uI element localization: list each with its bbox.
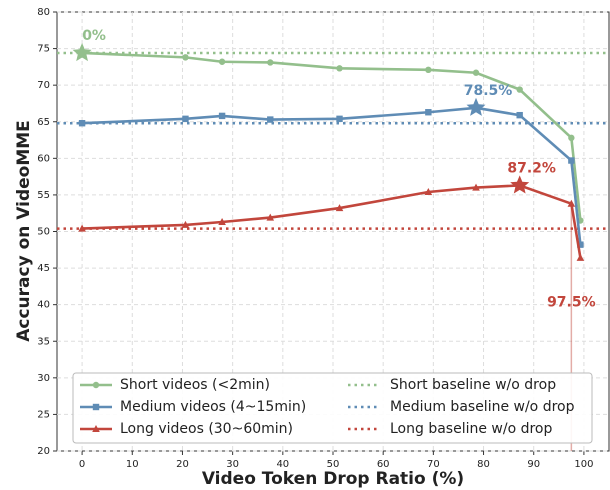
data-point xyxy=(335,204,344,212)
legend-label: Medium videos (4~15min) xyxy=(120,399,306,415)
data-point xyxy=(78,120,86,127)
y-tick-label: 75 xyxy=(37,44,50,55)
data-point xyxy=(516,111,523,119)
y-tick-label: 60 xyxy=(37,153,50,164)
x-tick-label: 0 xyxy=(79,459,85,470)
y-tick-label: 65 xyxy=(37,117,50,128)
data-point xyxy=(218,112,226,120)
data-point xyxy=(472,183,480,191)
data-point xyxy=(182,54,189,61)
data-point xyxy=(567,199,576,207)
legend-marker xyxy=(92,403,100,411)
x-axis-title: Video Token Drop Ratio (%) xyxy=(202,469,464,489)
data-point xyxy=(218,58,226,65)
series-line xyxy=(82,184,582,259)
y-tick-label: 55 xyxy=(37,190,50,201)
annotation: 87.2% xyxy=(507,160,556,176)
y-tick-label: 40 xyxy=(37,300,50,311)
data-point xyxy=(181,220,190,228)
data-point xyxy=(336,65,343,72)
y-tick-label: 50 xyxy=(37,227,50,238)
legend-label: Short baseline w/o drop xyxy=(390,377,556,393)
data-point xyxy=(424,187,433,195)
x-tick-label: 20 xyxy=(176,459,189,470)
annotation: 78.5% xyxy=(464,83,513,99)
y-tick-label: 70 xyxy=(37,80,50,91)
data-point xyxy=(472,69,480,76)
data-point xyxy=(516,86,523,93)
data-point xyxy=(266,213,275,221)
y-tick-label: 20 xyxy=(37,446,50,457)
legend-box xyxy=(72,372,593,444)
annotation: 0% xyxy=(82,28,106,44)
x-tick-label: 30 xyxy=(226,459,239,470)
legend-marker xyxy=(92,381,100,389)
series-line xyxy=(82,106,582,245)
x-tick-label: 90 xyxy=(527,459,540,470)
y-tick-label: 80 xyxy=(37,7,50,18)
highlight-star xyxy=(510,175,530,194)
data-point xyxy=(267,59,274,66)
legend-label: Long baseline w/o drop xyxy=(390,421,553,437)
legend-label: Long videos (30~60min) xyxy=(120,421,293,437)
data-point xyxy=(182,115,189,123)
data-point xyxy=(425,66,432,74)
legend-label: Short videos (<2min) xyxy=(120,377,270,393)
legend-marker xyxy=(92,425,100,432)
x-tick-label: 40 xyxy=(276,459,289,470)
y-tick-label: 30 xyxy=(37,373,50,384)
data-point xyxy=(577,241,584,248)
highlight-star xyxy=(72,43,92,62)
highlight-star xyxy=(466,97,486,116)
x-tick-label: 60 xyxy=(377,459,390,470)
data-point xyxy=(568,157,575,164)
y-tick-label: 45 xyxy=(37,263,50,274)
data-point xyxy=(425,109,432,116)
y-tick-label: 25 xyxy=(37,409,50,420)
x-tick-label: 100 xyxy=(574,459,593,470)
data-point xyxy=(576,253,585,261)
x-tick-label: 10 xyxy=(126,459,139,470)
x-tick-label: 50 xyxy=(327,459,340,470)
data-point xyxy=(218,217,226,225)
legend-label: Medium baseline w/o drop xyxy=(390,399,575,415)
data-point xyxy=(267,116,274,123)
y-axis-title: Accuracy on VideoMME xyxy=(14,120,34,342)
data-point xyxy=(568,134,575,142)
annotation: 97.5% xyxy=(547,295,596,311)
data-point xyxy=(336,115,343,123)
x-tick-label: 70 xyxy=(427,459,440,470)
data-point xyxy=(78,224,86,232)
series-line xyxy=(82,51,582,221)
x-tick-label: 80 xyxy=(477,459,490,470)
y-tick-label: 35 xyxy=(37,336,50,347)
